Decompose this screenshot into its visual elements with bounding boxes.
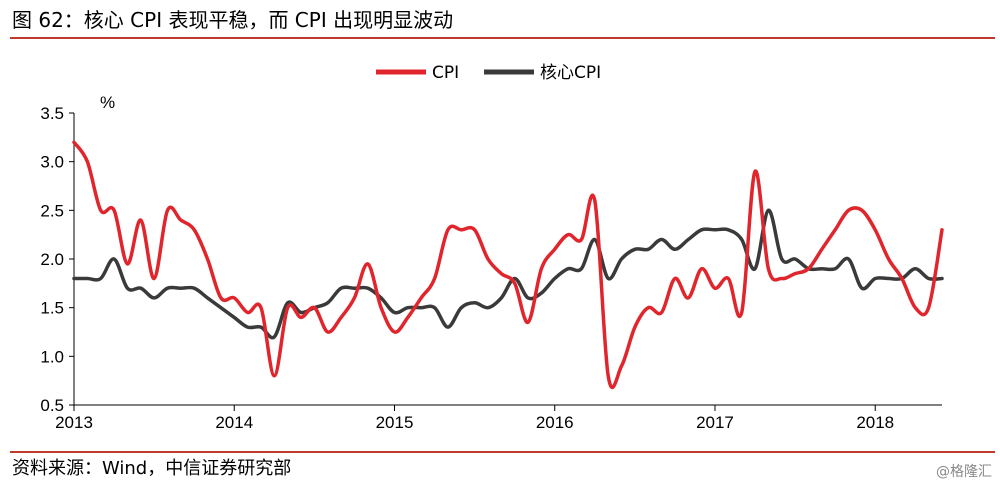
legend-label-core-cpi: 核心CPI <box>540 63 601 83</box>
y-axis-unit: % <box>100 93 115 112</box>
y-ticks: 0.5 1.0 1.5 2.0 2.5 3.0 3.5 <box>40 104 74 415</box>
footer-divider <box>10 451 995 453</box>
y-tick-label: 3.0 <box>40 153 64 172</box>
x-axis: 2013 2014 2015 2016 2017 2018 <box>55 404 942 432</box>
chart-title: 图 62：核心 CPI 表现平稳，而 CPI 出现明显波动 <box>12 8 454 32</box>
x-tick-label: 2014 <box>215 413 253 432</box>
y-tick-label: 3.5 <box>40 104 64 123</box>
source-note: 资料来源：Wind，中信证券研究部 <box>12 458 292 479</box>
x-tick-label: 2017 <box>696 413 734 432</box>
legend: CPI 核心CPI <box>376 63 601 83</box>
title-divider <box>10 37 995 39</box>
series-group <box>72 140 944 390</box>
series-line-core-cpi <box>72 208 944 340</box>
legend-label-cpi: CPI <box>432 63 459 83</box>
y-tick-label: 2.0 <box>40 250 64 269</box>
x-tick-label: 2016 <box>536 413 574 432</box>
y-axis: 0.5 1.0 1.5 2.0 2.5 3.0 3.5 <box>40 104 75 415</box>
x-tick-label: 2013 <box>55 413 93 432</box>
y-tick-label: 1.5 <box>40 299 64 318</box>
x-ticks: 2013 2014 2015 2016 2017 2018 <box>55 405 894 432</box>
x-tick-label: 2015 <box>376 413 414 432</box>
y-tick-label: 1.0 <box>40 347 64 366</box>
series-line-cpi <box>72 140 944 390</box>
watermark: @格隆汇 <box>936 464 992 480</box>
y-tick-label: 2.5 <box>40 201 64 220</box>
line-chart: CPI 核心CPI % 0.51.01.52.02.53.03.5 2013 20… <box>40 63 944 432</box>
x-tick-label: 2018 <box>856 413 894 432</box>
y-tick-label: 0.5 <box>40 396 64 415</box>
